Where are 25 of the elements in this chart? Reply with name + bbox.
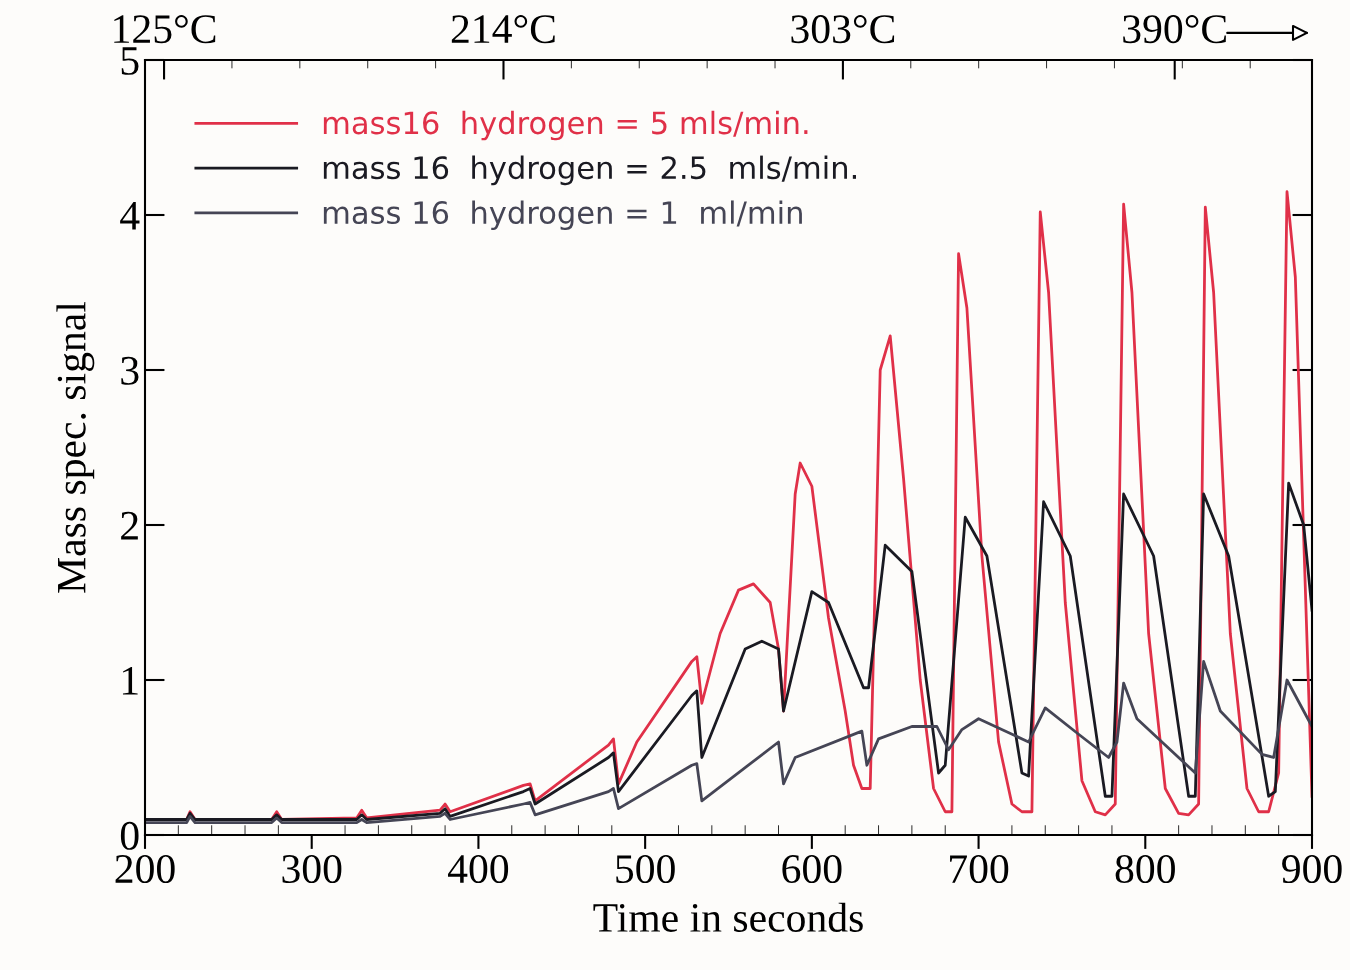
y-tick-label: 2 (121, 511, 138, 540)
y-tick-label: 5 (121, 47, 139, 75)
x-tick-label: 500 (616, 854, 675, 884)
line-series (145, 660, 1312, 824)
x2-tick-label: 303°C (791, 15, 895, 44)
y-tick-label: 4 (120, 202, 140, 230)
x2-tick-label: 390°C (1123, 15, 1226, 44)
x2-tick-label: 125°C (114, 15, 216, 44)
x-tick-label: 600 (782, 854, 842, 884)
y-tick-label: 3 (121, 356, 139, 385)
x-axis-title: Time in seconds (593, 902, 863, 932)
x-tick-label: 900 (1282, 854, 1342, 884)
legend-label: mass16 hydrogen = 5 mls/min. (323, 110, 808, 141)
legend-label: mass 16 hydrogen = 1 ml/min (323, 200, 802, 231)
x-tick-label: 400 (447, 854, 509, 884)
legend-label: mass 16 hydrogen = 2.5 mls/min. (323, 155, 856, 186)
line-series (145, 481, 1312, 821)
y-tick-label: 0 (120, 821, 139, 850)
x-tick-label: 300 (282, 854, 342, 884)
y-axis-title: Mass spec. signal (56, 301, 95, 593)
x-tick-label: 700 (950, 854, 1009, 884)
y-tick-label: 1 (122, 666, 138, 695)
x-tick-label: 200 (115, 854, 175, 884)
x-tick-label: 800 (1115, 854, 1175, 884)
x2-tick-label: 214°C (451, 15, 555, 44)
